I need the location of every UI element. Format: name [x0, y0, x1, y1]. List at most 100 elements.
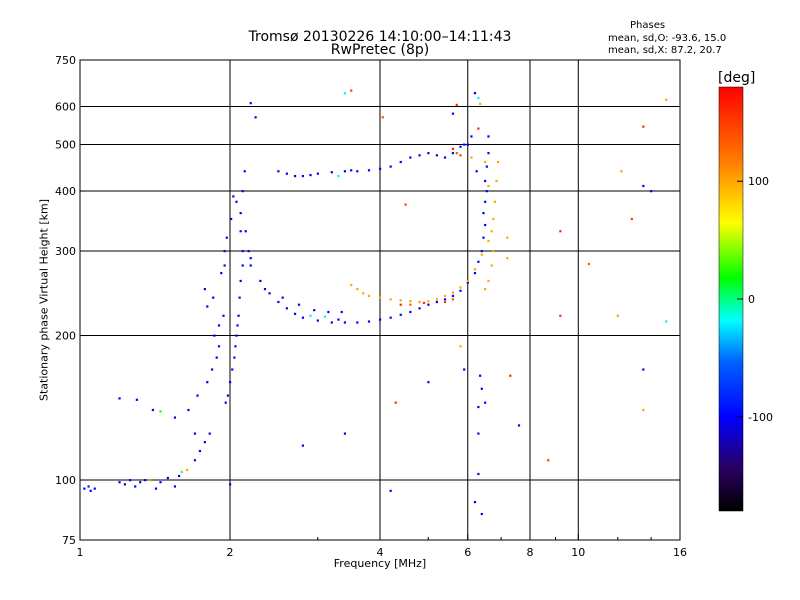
data-point [484, 401, 487, 404]
data-point [186, 468, 189, 472]
data-point [665, 98, 668, 101]
data-point [459, 145, 462, 148]
data-point [223, 250, 226, 253]
data-point [394, 401, 397, 404]
data-point [244, 230, 247, 233]
data-point [480, 387, 483, 390]
y-tick-label: 300 [55, 245, 76, 258]
data-point [340, 310, 343, 314]
colorbar-tick-label: 0 [748, 293, 755, 306]
data-point [223, 264, 226, 267]
data-point [350, 89, 353, 92]
data-point [224, 401, 227, 404]
data-point [470, 135, 473, 138]
data-point [485, 165, 488, 168]
data-point [480, 512, 483, 516]
data-point [435, 298, 438, 301]
data-point [330, 171, 333, 174]
y-tick-label: 500 [55, 139, 76, 152]
data-point [220, 271, 223, 275]
data-point [479, 374, 482, 377]
data-point [642, 125, 645, 128]
data-point [343, 92, 347, 95]
data-point [301, 444, 305, 447]
phases-heading: Phases [630, 20, 666, 31]
data-points [83, 89, 668, 516]
data-point [254, 116, 257, 119]
data-point [399, 160, 402, 164]
y-tick-label: 600 [55, 101, 76, 114]
x-axis-label: Frequency [MHz] [333, 557, 427, 570]
data-point [389, 316, 392, 319]
data-point [243, 170, 246, 173]
data-point [196, 394, 199, 397]
data-point [443, 294, 447, 297]
chart-title: Tromsø 20130226 14:10:00–14:11:43 [248, 29, 512, 45]
data-point [277, 300, 280, 304]
data-point [285, 172, 288, 175]
data-point [166, 476, 169, 480]
grid-lines [80, 60, 680, 540]
data-point [356, 321, 359, 324]
data-point [492, 250, 495, 253]
data-point [473, 268, 477, 271]
data-point [477, 260, 480, 263]
data-point [466, 143, 469, 146]
data-point [389, 298, 392, 301]
y-tick-label: 400 [55, 185, 76, 198]
data-point [451, 298, 455, 301]
data-point [506, 236, 509, 239]
data-point [343, 321, 347, 324]
data-point [229, 483, 232, 486]
data-point [238, 296, 241, 299]
data-point [277, 170, 280, 173]
data-point [451, 152, 455, 155]
data-point [293, 174, 297, 178]
data-point [177, 474, 181, 478]
data-point [323, 315, 327, 318]
data-point [241, 190, 244, 193]
data-point [451, 294, 455, 297]
data-point [389, 489, 392, 492]
data-point [241, 250, 244, 253]
axis-ticks: 1 2 4 6 8 10 16 75 100 200 300 400 500 600 750 [55, 54, 687, 559]
data-point [490, 230, 493, 233]
data-point [487, 184, 490, 188]
data-point [642, 368, 645, 371]
data-point [482, 236, 485, 239]
data-point [268, 292, 271, 295]
data-point [367, 294, 371, 297]
data-point [547, 459, 550, 462]
data-point [418, 300, 421, 304]
data-point [487, 135, 490, 138]
data-point [356, 170, 359, 173]
data-point [217, 324, 221, 327]
data-point [263, 288, 267, 291]
data-point [459, 286, 462, 289]
data-point [236, 324, 239, 327]
data-point [206, 381, 209, 384]
data-point [435, 154, 438, 157]
data-point [134, 485, 137, 488]
data-point [356, 288, 359, 291]
x-tick-label: 8 [527, 546, 534, 559]
data-point [233, 356, 236, 359]
x-tick-label: 6 [464, 546, 471, 559]
data-point [173, 485, 177, 488]
data-point [418, 154, 421, 157]
data-point [477, 472, 480, 476]
data-point [587, 262, 591, 266]
data-point [89, 489, 92, 492]
data-point [83, 487, 86, 490]
data-point [187, 408, 190, 412]
data-point [418, 307, 421, 310]
data-point [212, 296, 215, 299]
data-point [234, 345, 237, 348]
data-point [443, 156, 447, 159]
phase-stats-x: mean, sd,X: 87.2, 20.7 [608, 45, 722, 56]
data-point [239, 279, 242, 283]
data-point [650, 190, 653, 193]
data-point [451, 147, 455, 150]
data-point [455, 103, 458, 106]
